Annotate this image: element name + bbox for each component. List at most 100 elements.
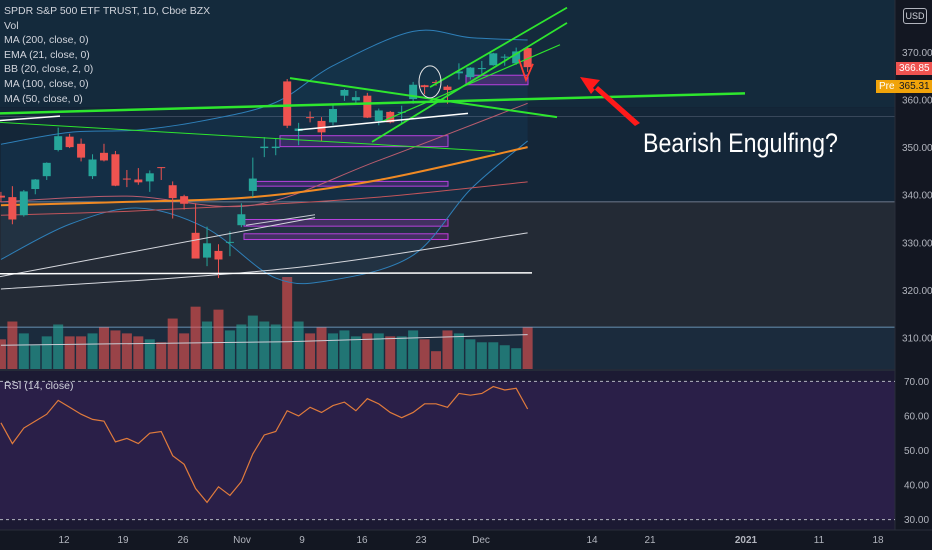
volume-bar (350, 336, 361, 369)
price-tick-label: 310.00 (902, 334, 932, 345)
legend-bb[interactable]: BB (20, close, 2, 0) (4, 63, 94, 76)
candle-body (443, 86, 452, 90)
candle-body (374, 110, 383, 121)
white-trendline-left (0, 115, 61, 122)
volume-bar (76, 336, 87, 369)
volume-bar (305, 333, 316, 369)
volume-bar (30, 345, 41, 369)
rising-channel-high (429, 6, 568, 88)
fvg-zone-0 (279, 135, 449, 148)
volume-bar (476, 342, 487, 369)
candle-body (466, 67, 475, 78)
currency-badge[interactable]: USD (903, 8, 927, 24)
candle-body (157, 167, 166, 169)
volume-bar (327, 333, 338, 369)
candle-body (168, 185, 177, 199)
red-arrow (580, 77, 640, 126)
legend-ma200[interactable]: MA (200, close, 0) (4, 34, 89, 47)
volume-bar (98, 327, 109, 369)
bollinger-lower (0, 140, 528, 285)
rsi-line (0, 385, 529, 504)
candle-body (328, 109, 337, 123)
volume-bar (499, 345, 510, 369)
volume-bar (362, 333, 373, 369)
candle-body (65, 136, 74, 148)
fvg-zone-3 (243, 233, 449, 240)
volume-bar (202, 321, 213, 369)
candle-body (145, 173, 154, 182)
time-tick-label: Dec (472, 535, 490, 546)
candle-body (225, 241, 234, 243)
volume-bar (213, 309, 224, 369)
candle-body (134, 179, 143, 183)
rising-channel-mid (379, 44, 561, 123)
volume-bar (0, 339, 6, 369)
candle-body (99, 152, 108, 161)
time-tick-label: 23 (415, 535, 427, 546)
price-tick-label: 350.00 (902, 143, 932, 154)
symbol-title[interactable]: SPDR S&P 500 ETF TRUST, 1D, Cboe BZX (4, 5, 211, 17)
grey-diagonal (0, 217, 316, 278)
bollinger-upper (0, 29, 528, 145)
volume-bar (259, 321, 270, 369)
candle-body (363, 95, 372, 118)
candle-body (19, 191, 28, 216)
time-tick-label: 21 (644, 535, 656, 546)
candle-body (237, 214, 246, 226)
rsi-tick-label: 40.00 (904, 481, 929, 492)
legend-ma50[interactable]: MA (50, close, 0) (4, 92, 83, 105)
volume-bar (316, 327, 327, 369)
rsi-legend[interactable]: RSI (14, close) (4, 380, 74, 392)
bearish-engulfing-annotation: Bearish Engulfing? (643, 128, 838, 158)
rsi-tick-label: 60.00 (904, 411, 929, 422)
volume-bar (293, 321, 304, 369)
volume-bar (282, 277, 293, 369)
volume-bar (144, 339, 155, 369)
highlight-ellipse (418, 65, 442, 99)
price-tick-label: 340.00 (902, 191, 932, 202)
price-tick-label: 370.00 (902, 48, 932, 59)
legend-vol[interactable]: Vol (4, 19, 19, 32)
volume-bar (110, 330, 121, 369)
ma200-line (0, 232, 528, 290)
volume-bar (167, 318, 178, 369)
price-tick-label: 330.00 (902, 238, 932, 249)
white-support-line (297, 112, 469, 131)
legend-ema21[interactable]: EMA (21, close, 0) (4, 48, 90, 61)
time-tick-label: 18 (872, 535, 884, 546)
rising-channel-low (371, 22, 568, 143)
candle-body (31, 179, 40, 190)
last-price-tag: 366.85 (896, 62, 932, 75)
candle-body (88, 159, 97, 177)
indicator-legend: SPDR S&P 500 ETF TRUST, 1D, Cboe BZX Vol… (4, 4, 210, 106)
volume-bar (179, 333, 190, 369)
time-tick-label: 9 (299, 535, 305, 546)
candle-body (489, 53, 498, 66)
time-tick-label: 14 (586, 535, 598, 546)
candle-body (122, 178, 131, 180)
volume-bar (453, 333, 464, 369)
candle-body (111, 154, 120, 186)
candle-body (180, 196, 189, 204)
candle-body (477, 68, 486, 70)
volume-bar (18, 333, 29, 369)
candle-body (248, 178, 257, 191)
upper-descending-trendline (289, 77, 558, 119)
legend-ma100[interactable]: MA (100, close, 0) (4, 77, 89, 90)
time-tick-label: 11 (814, 535, 825, 546)
premarket-label: Pre (876, 80, 898, 93)
volume-ma-line (0, 334, 528, 346)
candle-body (191, 232, 200, 259)
grey-line (245, 214, 316, 226)
volume-bar (53, 324, 64, 369)
volume-bar (270, 324, 281, 369)
candle-body (386, 111, 395, 123)
time-tick-label: Nov (233, 535, 251, 546)
candle-body (8, 197, 17, 220)
volume-bar (522, 327, 533, 369)
candle-body (260, 146, 269, 149)
candle-body (340, 89, 349, 96)
candle-body (317, 120, 326, 133)
candle-body (306, 117, 315, 119)
